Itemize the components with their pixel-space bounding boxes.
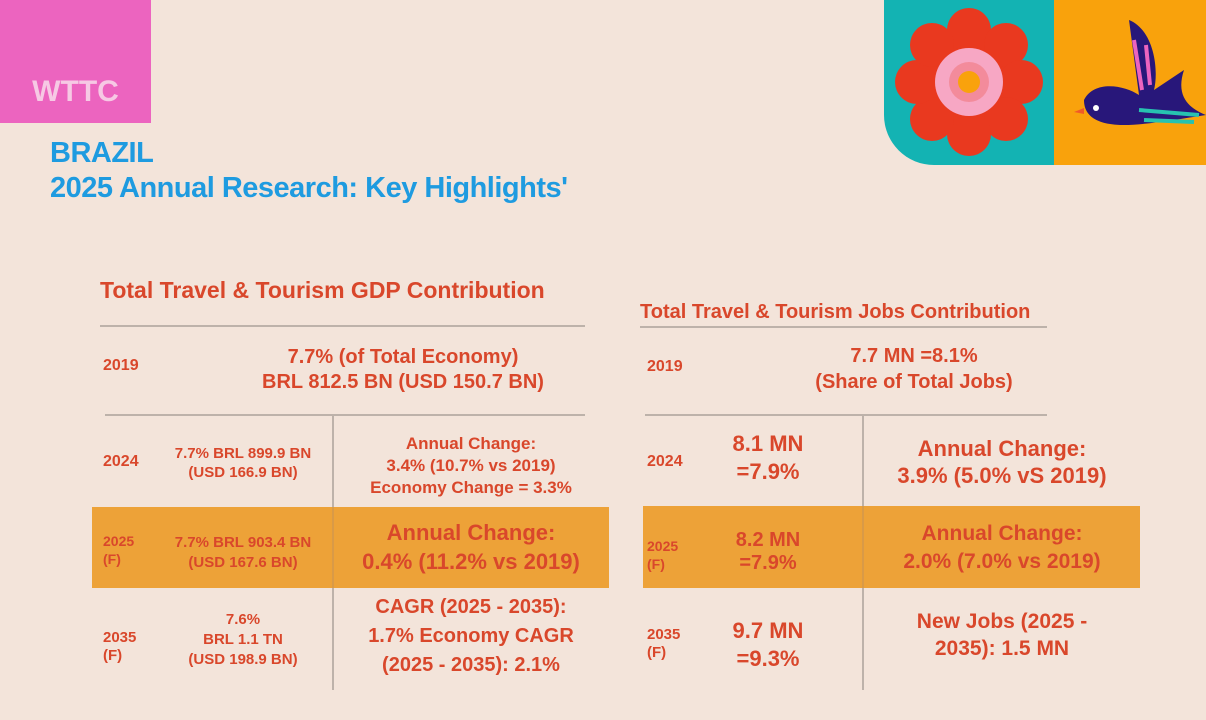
gdp-2019-amount: BRL 812.5 BN (USD 150.7 BN) [262,371,544,393]
label: New Jobs (2025 - [916,610,1088,633]
jobs-2025-change: Annual Change: 2.0% (7.0% vs 2019) [872,520,1132,576]
value: 3.4% (10.7% vs 2019) [386,456,556,475]
flower-icon [895,8,1043,156]
jobs-2024-year: 2024 [647,453,683,470]
gdp-2024-value: 7.7% BRL 899.9 BN (USD 166.9 BN) [160,444,326,482]
label: Annual Change: [917,436,1087,461]
jobs-count: 7.7 MN =8.1% [850,345,978,367]
wttc-logo: WTTC [0,0,151,123]
gdp-2019-share: 7.7% (of Total Economy) [287,346,519,368]
year: 2025 [103,533,135,549]
highlight-band-2025 [643,506,1140,588]
gdp-heading: Total Travel & Tourism GDP Contribution [100,277,545,303]
jobs-2025-year: 2025 (F) [647,537,678,573]
count: 8.1 MN [732,431,804,456]
share: =7.9% [739,552,797,574]
label: Annual Change: [405,434,537,453]
swallow-bird-icon [1074,20,1206,125]
year: 2035 [647,626,681,643]
forecast: (F) [647,644,667,661]
gdp-2019-year: 2019 [103,357,139,374]
value: 0.4% (11.2% vs 2019) [362,549,580,574]
share: =9.3% [736,646,800,671]
value: 2.0% (7.0% vs 2019) [903,550,1101,573]
gdp-2035-value: 7.6% BRL 1.1 TN (USD 198.9 BN) [160,610,326,670]
jobs-2035-new-jobs: New Jobs (2025 - 2035): 1.5 MN [872,608,1132,662]
logo-text: WTTC [32,75,119,108]
share: =7.9% [736,459,800,484]
amount: BRL 1.1 TN [203,631,283,648]
gdp-2024-change: Annual Change: 3.4% (10.7% vs 2019) Econ… [340,433,602,499]
year: 2035 [103,629,137,646]
divider [100,325,585,327]
gdp-2019-value: 7.7% (of Total Economy) BRL 812.5 BN (US… [230,345,576,395]
gdp-2025-value: 7.7% BRL 903.4 BN (USD 167.6 BN) [160,533,326,573]
decorative-illustration [884,0,1206,165]
share-label: (Share of Total Jobs) [815,371,1013,393]
gdp-2024-year: 2024 [103,453,139,470]
jobs-heading: Total Travel & Tourism Jobs Contribution [640,301,1031,323]
column-divider [332,507,334,588]
jobs-2035-year: 2035 (F) [647,626,680,662]
cagr-label: CAGR (2025 - 2035): [375,596,567,618]
value: 3.9% (5.0% vS 2019) [897,463,1107,488]
forecast: (F) [647,556,665,572]
economy-cagr: (2025 - 2035): 2.1% [382,654,560,676]
gdp-2035-year: 2035 (F) [103,629,136,665]
gdp-2025-year: 2025 (F) [103,532,134,568]
jobs-2019-value: 7.7 MN =8.1% (Share of Total Jobs) [770,343,1058,395]
amount: 7.7% BRL 903.4 BN [174,534,312,551]
gdp-2035-cagr: CAGR (2025 - 2035): 1.7% Economy CAGR (2… [340,593,602,680]
year: 2025 [647,538,679,554]
count: 8.2 MN [735,529,801,551]
jobs-2024-change: Annual Change: 3.9% (5.0% vS 2019) [872,435,1132,489]
jobs-2024-value: 8.1 MN =7.9% [700,430,836,486]
jobs-2025-value: 8.2 MN =7.9% [700,529,836,575]
jobs-2019-year: 2019 [647,358,683,375]
gdp-2025-change: Annual Change: 0.4% (11.2% vs 2019) [340,518,602,576]
divider [645,414,1047,416]
jobs-2035-value: 9.7 MN =9.3% [700,617,836,673]
forecast: (F) [103,551,121,567]
label: Annual Change: [921,522,1083,545]
usd: (USD 198.9 BN) [188,651,298,668]
forecast: (F) [103,647,123,664]
country-title: BRAZIL [50,137,154,169]
cagr-value: 1.7% Economy CAGR [368,625,574,647]
highlight-band-2025 [92,507,609,588]
economy-change: Economy Change = 3.3% [370,478,572,497]
page-subtitle: 2025 Annual Research: Key Highlights' [50,172,568,204]
usd: (USD 167.6 BN) [188,554,298,571]
count: 9.7 MN [732,618,804,643]
label: Annual Change: [386,520,556,545]
value: 2035): 1.5 MN [934,637,1070,660]
share: 7.6% [225,611,261,628]
divider [640,326,1047,328]
gdp-2024-usd: (USD 166.9 BN) [188,464,298,481]
gdp-2024-amount: 7.7% BRL 899.9 BN [174,445,312,462]
divider [105,414,585,416]
column-divider [862,506,864,588]
